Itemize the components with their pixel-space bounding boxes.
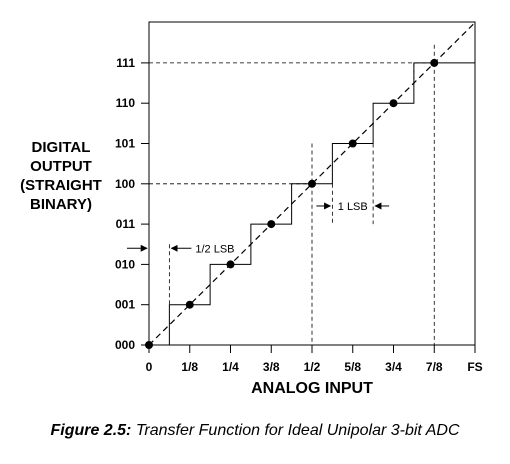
y-tick-label: 000: [115, 338, 135, 352]
y-tick-label: 100: [115, 177, 135, 191]
x-tick-label: 1/8: [181, 360, 198, 374]
ideal-code-point: [145, 341, 153, 349]
half-lsb-label: 1/2 LSB: [195, 243, 234, 255]
x-tick-label: 5/8: [344, 360, 361, 374]
staircase-transfer-curve: [149, 62, 475, 346]
x-axis-label: ANALOG INPUT: [251, 380, 373, 397]
ideal-code-point: [430, 58, 439, 67]
figure-caption: Figure 2.5: Transfer Function for Ideal …: [0, 422, 510, 440]
y-tick-label: 001: [115, 298, 135, 312]
x-tick-label: 3/8: [263, 360, 280, 374]
y-tick-label: 011: [116, 217, 136, 231]
ideal-code-point: [308, 179, 316, 188]
ideal-code-point: [348, 139, 357, 148]
x-tick-label: 1/2: [304, 360, 321, 374]
y-axis-label-line-4: BINARY): [30, 196, 92, 213]
y-tick-label: 010: [115, 257, 135, 271]
x-tick-label: 1/4: [222, 360, 239, 374]
ideal-code-point: [267, 220, 276, 229]
y-tick-label: 110: [116, 96, 136, 110]
y-axis-label-line-1: DIGITAL: [31, 139, 91, 156]
one-lsb-label: 1 LSB: [338, 201, 368, 213]
x-tick-label: 3/4: [385, 360, 402, 374]
ideal-transfer-line: [148, 22, 476, 346]
x-tick-label: 0: [146, 360, 153, 374]
ideal-code-point: [389, 99, 398, 108]
figure-caption-text: Transfer Function for Ideal Unipolar 3-b…: [131, 422, 460, 439]
ideal-code-point: [185, 300, 194, 309]
ideal-code-point: [226, 260, 235, 269]
x-tick-label: FS: [467, 360, 482, 374]
figure-number: Figure 2.5:: [50, 422, 132, 439]
y-tick-label: 101: [115, 137, 135, 151]
x-tick-label: 7/8: [426, 360, 443, 374]
y-axis-label-line-2: OUTPUT: [30, 158, 92, 175]
y-axis-label-line-3: (STRAIGHT: [20, 177, 102, 194]
y-tick-label: 111: [116, 56, 135, 70]
